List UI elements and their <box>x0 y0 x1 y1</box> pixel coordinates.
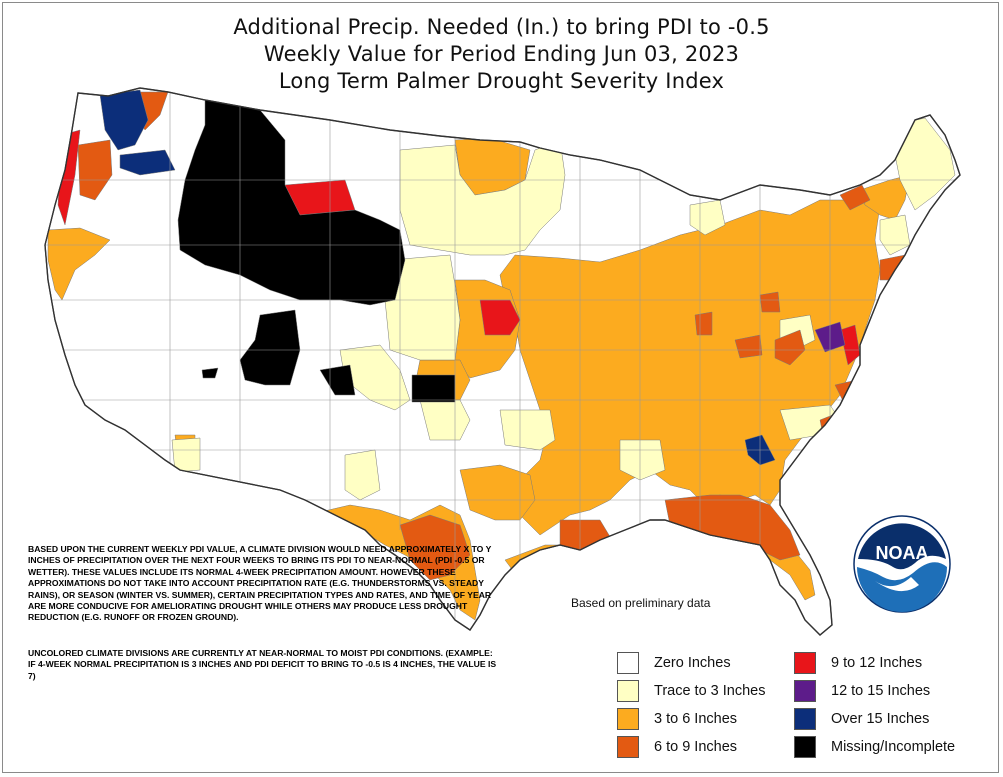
region-6-9-midwest <box>734 334 763 359</box>
legend-label-over-15: Over 15 Inches <box>831 711 930 727</box>
legend-item-3-6: 3 to 6 Inches <box>617 708 737 730</box>
legend-item-zero: Zero Inches <box>617 652 731 674</box>
region-3-6-north-texas <box>459 464 536 521</box>
region-trace-northeast <box>894 117 956 211</box>
legend-item-12-15: 12 to 15 Inches <box>794 680 930 702</box>
legend-swatch-missing <box>794 736 816 758</box>
legend-swatch-zero <box>617 652 639 674</box>
legend-swatch-trace <box>617 680 639 702</box>
legend-label-12-15: 12 to 15 Inches <box>831 683 931 699</box>
region-trace-north-plains <box>399 139 566 256</box>
region-3-6-new-england <box>859 174 911 221</box>
region-6-9-west-virginia <box>774 329 806 366</box>
noaa-logo: NOAA <box>853 515 951 613</box>
noaa-logo-text: NOAA <box>876 543 929 563</box>
map-legend: Zero Inches Trace to 3 Inches 3 to 6 Inc… <box>612 648 982 763</box>
region-trace-carolina <box>779 404 841 441</box>
title-line-3: Long Term Palmer Drought Severity Index <box>278 69 725 93</box>
region-over-15-washington <box>99 89 149 151</box>
legend-swatch-3-6 <box>617 708 639 730</box>
legend-swatch-12-15 <box>794 680 816 702</box>
region-3-6-california <box>47 227 111 301</box>
region-missing-utah <box>239 309 301 386</box>
region-missing-oklahoma-panhandle <box>411 374 456 403</box>
title-line-2: Weekly Value for Period Ending Jun 03, 2… <box>263 42 740 66</box>
region-over-15-washington-east <box>119 149 176 176</box>
region-trace-new-mexico <box>344 449 381 501</box>
legend-swatch-9-12 <box>794 652 816 674</box>
title-line-1: Additional Precip. Needed (In.) to bring… <box>233 15 770 39</box>
region-6-9-oregon <box>77 139 113 201</box>
legend-swatch-over-15 <box>794 708 816 730</box>
explanation-note-1: BASED UPON THE CURRENT WEEKLY PDI VALUE,… <box>28 544 492 623</box>
region-missing-idaho-montana-wyoming <box>177 99 406 306</box>
region-trace-oklahoma <box>499 409 556 451</box>
noaa-logo-top <box>858 523 946 570</box>
legend-item-6-9: 6 to 9 Inches <box>617 736 737 758</box>
legend-label-6-9: 6 to 9 Inches <box>654 739 738 755</box>
legend-item-9-12: 9 to 12 Inches <box>794 652 922 674</box>
legend-label-zero: Zero Inches <box>654 655 731 671</box>
region-trace-arizona <box>171 437 201 473</box>
explanation-note-2: UNCOLORED CLIMATE DIVISIONS ARE CURRENTL… <box>28 648 497 681</box>
map-title: Additional Precip. Needed (In.) to bring… <box>0 14 1003 95</box>
legend-item-over-15: Over 15 Inches <box>794 708 929 730</box>
legend-swatch-6-9 <box>617 736 639 758</box>
legend-label-3-6: 3 to 6 Inches <box>654 711 738 727</box>
region-6-9-new-england <box>839 184 871 211</box>
preliminary-data-note: Based on preliminary data <box>571 596 711 610</box>
region-trace-great-lakes <box>689 199 726 236</box>
legend-item-trace: Trace to 3 Inches <box>617 680 766 702</box>
region-6-9-indiana <box>694 311 713 336</box>
legend-item-missing: Missing/Incomplete <box>794 736 955 758</box>
region-6-9-texas <box>399 514 471 581</box>
region-6-9-pennsylvania <box>759 291 781 313</box>
noaa-logo-bird <box>875 577 919 592</box>
region-missing-nevada-spot <box>201 367 219 379</box>
legend-label-9-12: 9 to 12 Inches <box>831 655 923 671</box>
division-grid <box>45 90 960 620</box>
legend-label-missing: Missing/Incomplete <box>831 739 956 755</box>
legend-label-trace: Trace to 3 Inches <box>654 683 766 699</box>
